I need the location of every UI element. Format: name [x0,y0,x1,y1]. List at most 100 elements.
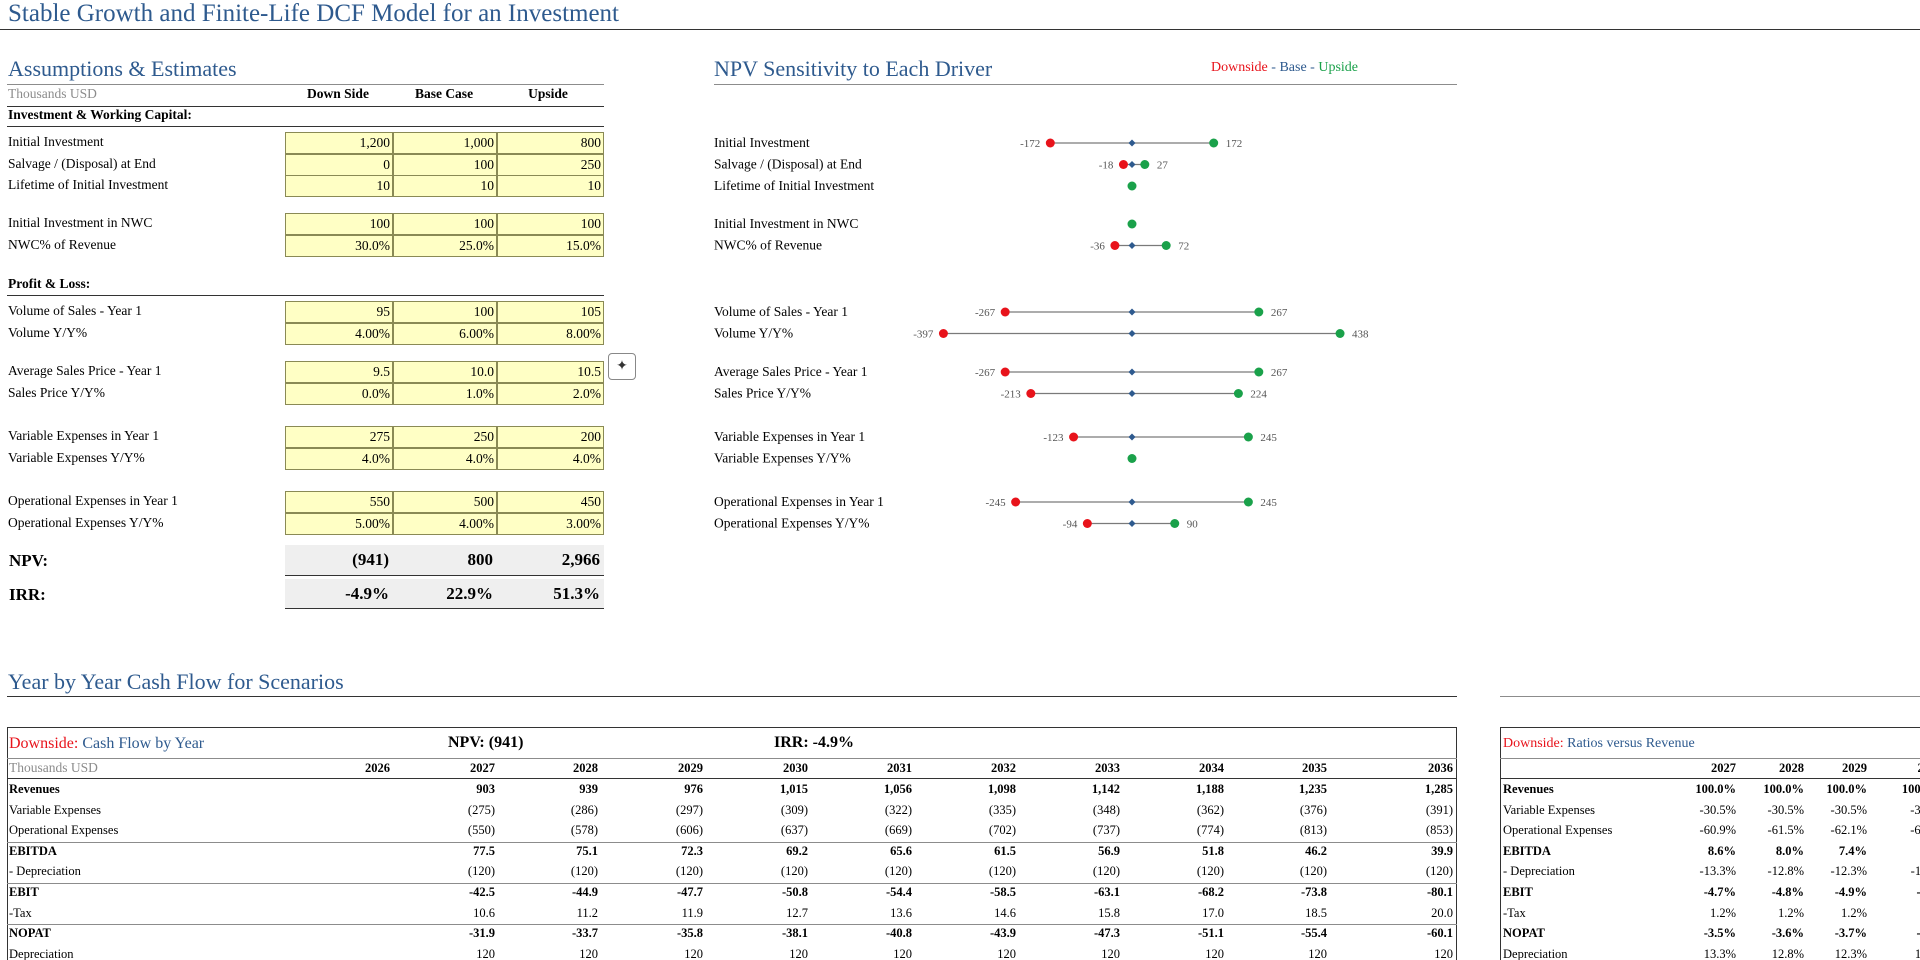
cashflow-cell: -60.1 [1426,926,1453,941]
cashflow-cell: -35.8 [676,926,703,941]
ratios-row-label: Depreciation [1503,946,1568,960]
cashflow-year-header: 2028 [573,761,598,775]
assumption-input[interactable]: 10 [497,175,604,197]
assumption-input[interactable]: 10 [285,175,393,197]
irr-downside: -4.9% [285,579,393,609]
cashflow-row-rule [7,841,1457,843]
base-marker [1128,433,1136,441]
cashflow-cell: 11.2 [576,905,598,920]
cashflow-row-label: EBIT [9,885,39,899]
ratios-cell: -3.7% [1834,926,1867,941]
cashflow-cell: 14.6 [994,905,1016,920]
cashflow-year-header: 2029 [678,761,703,775]
assumption-input[interactable]: 800 [497,132,604,154]
assumption-input[interactable]: 15.0% [497,234,604,257]
cashflow-cell: 77.5 [473,843,495,858]
ratios-cell: 12.8% [1771,946,1804,960]
downside-data-label: -18 [1099,160,1114,172]
cashflow-year-header: 2027 [470,761,495,775]
assumption-input[interactable]: 550 [285,491,393,513]
cashflow-cell: -47.7 [676,885,703,899]
ratios-cell: 100.0% [1763,782,1804,796]
cashflow-cell: -42.5 [468,885,495,899]
assumption-input[interactable]: 25.0% [393,234,497,257]
cashflow-cell: (737) [1092,823,1120,838]
cashflow-cell: 15.8 [1098,905,1120,920]
irr-label: IRR: [9,585,46,604]
cashflow-year-header: 2035 [1302,761,1327,775]
cashflow-cell: 120 [579,946,598,960]
assumption-input[interactable]: 100 [393,301,497,323]
cashflow-subtitle: Cash Flow by Year [82,735,205,752]
assumption-input[interactable]: 0.0% [285,382,393,405]
cashflow-cell: (322) [884,802,912,817]
cashflow-cell: 61.5 [994,843,1016,858]
base-marker [1128,390,1136,397]
assumption-input[interactable]: 4.0% [393,447,497,470]
downside-data-label: -213 [1001,389,1022,401]
ratios-row-label: Variable Expenses [1503,802,1595,817]
assumption-input[interactable]: 1.0% [393,382,497,405]
cashflow-cell: 939 [579,782,598,796]
cashflow-cell: 17.0 [1202,905,1224,920]
assumption-input[interactable]: 4.0% [285,447,393,470]
assumption-input[interactable]: 3.00% [497,512,604,535]
assumption-label: Volume of Sales - Year 1 [8,303,142,318]
cashflow-cell: -44.9 [571,885,598,899]
cashflow-npv: NPV: (941) [448,734,524,751]
assumption-input[interactable]: 5.00% [285,512,393,535]
cashflow-year-header: 2026 [365,761,390,775]
assumption-input[interactable]: 30.0% [285,234,393,257]
cashflow-cell: 120 [893,946,912,960]
assumption-input[interactable]: 4.00% [393,512,497,535]
cashflow-cell: 20.0 [1431,905,1453,920]
downside-dot [1118,160,1128,169]
ratios-cell: 1. [1830,906,1920,921]
assumption-label: Average Sales Price - Year 1 [8,363,162,378]
assumption-label: Operational Expenses in Year 1 [8,493,178,508]
sensitivity-row-label: Lifetime of Initial Investment [714,178,874,193]
upside-dot [1254,367,1264,377]
assumption-input[interactable]: 4.00% [285,322,393,345]
base-marker [1128,330,1136,337]
assumption-input[interactable]: 10 [393,175,497,197]
downside-dot [1045,138,1055,148]
cashflow-cell: (120) [1196,864,1224,879]
assumption-input[interactable]: 10.5 [497,361,604,383]
ratios-year-header: 2027 [1711,761,1736,775]
assumption-input[interactable]: 250 [393,426,497,448]
upside-dot [1243,432,1253,442]
cashflow-cell: 11.9 [681,905,703,920]
assumption-input[interactable]: 1,200 [285,132,393,154]
upside-data-label: 27 [1157,160,1169,172]
assumption-input[interactable]: 8.00% [497,322,604,345]
downside-dot [1082,519,1092,528]
assumption-input[interactable]: 4.0% [497,447,604,470]
assumption-label: Volume Y/Y% [8,324,88,340]
cashflow-cell: 12.7 [786,905,808,920]
cashflow-cell: (637) [780,823,808,838]
cashflow-cell: -51.1 [1197,926,1224,941]
ratios-cell: 100.0% [1695,782,1736,796]
npv-underline [285,575,604,576]
ratios-cell: -3. [1830,926,1920,941]
ratios-cell: -61.5% [1767,823,1804,838]
upside-dot [1127,181,1137,191]
sensitivity-chart: Initial Investment -172 172 Salvage / (Disp… [714,135,1369,531]
downside-dot [1110,241,1120,250]
col-header-base: Base Case [414,86,474,101]
ratios-title-rule [1500,758,1920,759]
ratios-section-rule [1500,696,1920,697]
upside-dot [1127,454,1137,463]
ratios-cell: -30.5% [1767,802,1804,817]
downside-data-label: -245 [985,497,1006,509]
assumption-input[interactable]: 2.0% [497,382,604,405]
base-marker [1128,308,1136,316]
ratios-cell: 12.3% [1834,946,1867,960]
assumption-label: Initial Investment in NWC [8,215,153,230]
downside-data-label: -36 [1090,241,1105,253]
cashflow-row-rule [7,883,1457,884]
assumption-input[interactable]: 6.00% [393,322,497,345]
quick-analysis-icon[interactable]: ✦ [608,353,636,380]
cashflow-cell: (550) [467,823,495,838]
